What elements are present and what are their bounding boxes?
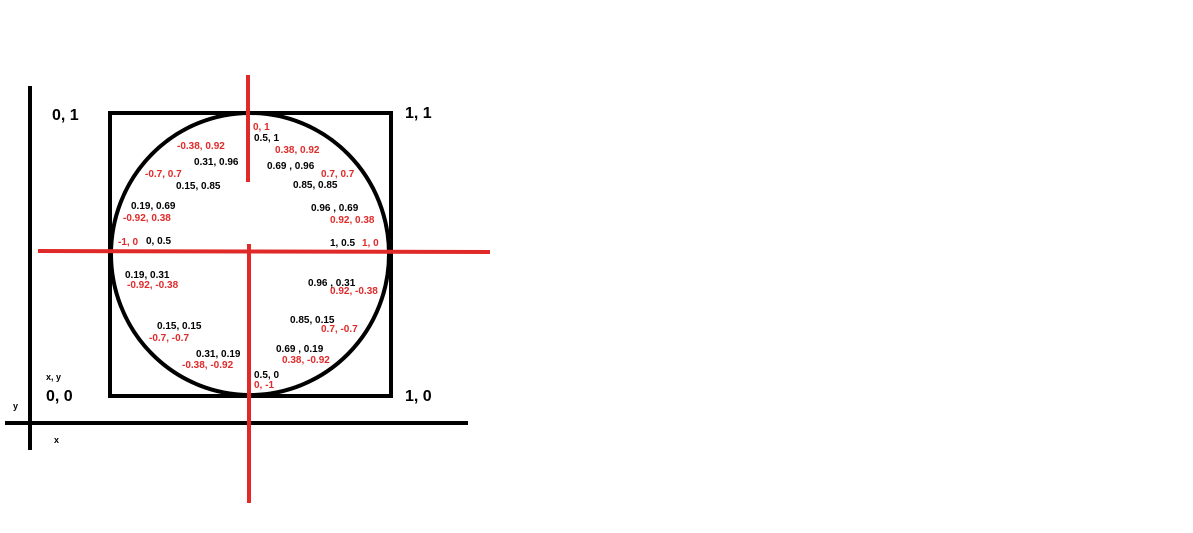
point-xy-label: 0.7, -0.7	[321, 324, 358, 335]
point-xy-label: -1, 0	[118, 237, 138, 248]
point-uv-label: 0.69 , 0.96	[267, 161, 315, 172]
red-horizontal-axis	[37, 249, 491, 254]
point-xy-label: -0.92, 0.38	[123, 213, 171, 224]
point-xy-label: 0, -1	[254, 380, 274, 391]
point-xy-label: -0.92, -0.38	[127, 280, 179, 291]
point-uv-label: 0.96 , 0.69	[311, 203, 359, 214]
point-xy-label: 0.92, -0.38	[330, 286, 378, 297]
y-label: y	[13, 401, 18, 411]
point-uv-label: 0.15, 0.85	[176, 181, 221, 192]
x-label: x	[54, 435, 59, 445]
point-uv-label: 0.5, 1	[254, 133, 279, 144]
point-uv-label: 0.19, 0.69	[131, 201, 176, 212]
point-xy-label: -0.7, -0.7	[149, 333, 189, 344]
point-xy-label: 0.92, 0.38	[330, 215, 375, 226]
point-uv-label: 0.31, 0.19	[196, 349, 241, 360]
point-uv-label: 0.31, 0.96	[194, 157, 239, 168]
point-xy-label: 0.7, 0.7	[321, 169, 355, 180]
point-xy-label: 0.38, 0.92	[275, 145, 320, 156]
point-uv-label: 0, 0.5	[146, 236, 171, 247]
point-uv-label: 0.96 , 0.31	[308, 278, 356, 289]
point-xy-label: 0, 1	[253, 122, 270, 133]
xy-label: x, y	[46, 372, 61, 382]
point-xy-label: -0.7, 0.7	[145, 169, 182, 180]
point-uv-label: 0.19, 0.31	[125, 270, 170, 281]
corner-label-top-left: 0, 1	[52, 107, 79, 124]
point-uv-label: 0.85, 0.15	[290, 315, 335, 326]
corner-label-bottom-right: 1, 0	[405, 388, 432, 405]
point-xy-label: 0.38, -0.92	[282, 355, 330, 366]
point-uv-label: 0.15, 0.15	[157, 321, 202, 332]
point-uv-label: 0.85, 0.85	[293, 180, 338, 191]
point-xy-label: 1, 0	[362, 238, 379, 249]
point-xy-label: -0.38, 0.92	[177, 141, 225, 152]
corner-label-top-right: 1, 1	[405, 105, 432, 122]
corner-label-bottom-left: 0, 0	[46, 388, 73, 405]
point-xy-label: -0.38, -0.92	[182, 360, 234, 371]
point-uv-label: 1, 0.5	[330, 238, 355, 249]
point-uv-label: 0.5, 0	[254, 370, 279, 381]
point-uv-label: 0.69 , 0.19	[276, 344, 324, 355]
